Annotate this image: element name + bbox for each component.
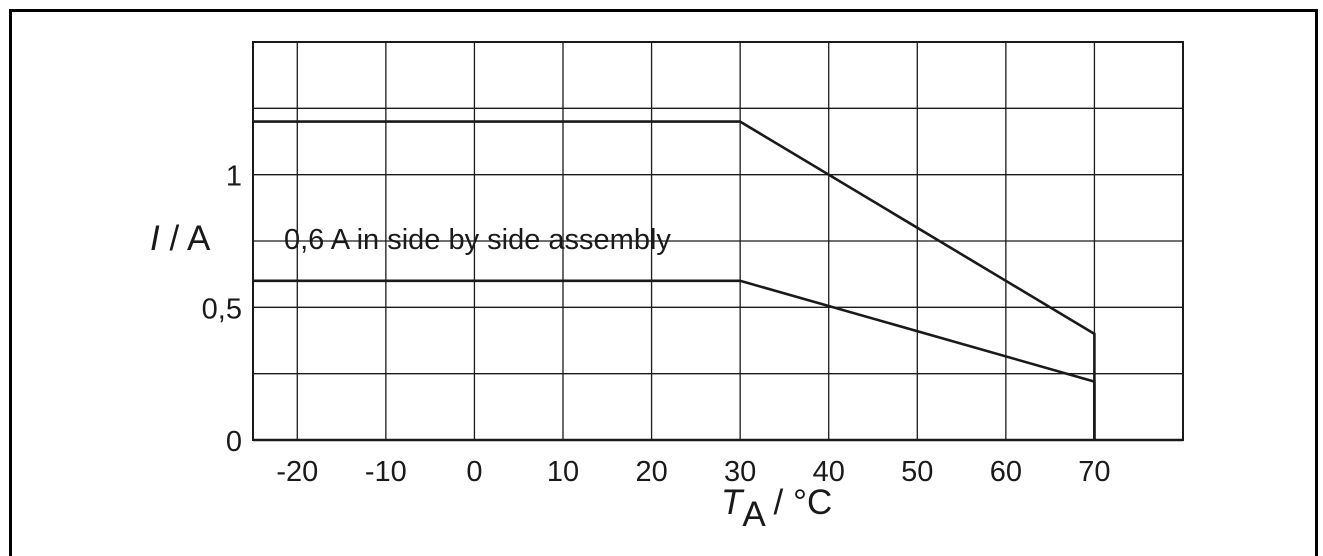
- y-axis-unit: / A: [160, 219, 211, 258]
- series-layer: [253, 120, 1096, 440]
- x-tick-label: 10: [547, 456, 579, 488]
- x-tick-labels: -20 -10 0 10 20 30 40 50 60 70: [276, 456, 1110, 488]
- y-tick-label: 0,5: [202, 293, 242, 325]
- grid-layer: [252, 41, 1184, 442]
- x-tick-label: -10: [365, 456, 407, 488]
- x-tick-label: 40: [813, 456, 845, 488]
- y-tick-labels: 00,51: [202, 161, 242, 458]
- x-tick-label: -20: [276, 456, 318, 488]
- x-tick-label: 60: [990, 456, 1022, 488]
- y-axis-var: I: [150, 219, 160, 258]
- series-line-2: [253, 279, 1096, 440]
- x-tick-label: 30: [724, 456, 756, 488]
- y-axis-title: I / A: [150, 219, 211, 258]
- tick-layer: -20 -10 0 10 20 30 40 50 60 70 00,51: [202, 161, 1111, 488]
- x-tick-label: 0: [466, 456, 482, 488]
- x-axis-unit: / °C: [764, 483, 832, 522]
- x-axis-var: T: [721, 483, 745, 522]
- x-axis-sub: A: [742, 495, 766, 534]
- figure-frame: [9, 9, 1318, 556]
- x-axis-title: TA / °C: [721, 483, 832, 534]
- y-tick-label: 1: [226, 161, 242, 193]
- x-tick-label: 50: [901, 456, 933, 488]
- assembly-annotation: 0,6 A in side by side assembly: [284, 224, 671, 256]
- y-tick-label: 0: [226, 426, 242, 458]
- x-tick-label: 20: [635, 456, 667, 488]
- x-tick-label: 70: [1078, 456, 1110, 488]
